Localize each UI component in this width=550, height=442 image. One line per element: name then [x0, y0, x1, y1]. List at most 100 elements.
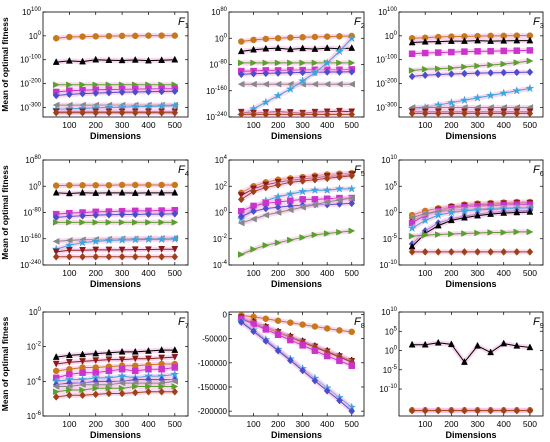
data-point — [513, 341, 521, 349]
data-point — [434, 338, 442, 346]
subplot-2: 100 200 300 400 500 1080 100 10-80 10-160 10-240 F… — [206, 7, 365, 141]
data-point — [311, 59, 319, 67]
data-point — [145, 188, 152, 196]
series-line — [56, 391, 175, 398]
data-point — [91, 236, 101, 246]
data-point — [262, 241, 270, 249]
data-point — [448, 247, 455, 256]
data-point — [500, 68, 508, 77]
data-point — [274, 239, 282, 247]
data-point — [348, 194, 355, 202]
x-axis-label: Dimensions — [271, 131, 322, 141]
y-tick-label: 10100 — [22, 7, 42, 17]
data-point — [92, 108, 100, 117]
data-point — [52, 108, 60, 117]
series-line — [56, 213, 175, 218]
data-point — [448, 109, 455, 117]
data-point — [79, 108, 86, 117]
data-point — [287, 110, 294, 117]
subplot-8: 100 200 300 400 500 0 -50000 -100000 -150000 -200… — [198, 310, 365, 440]
data-point — [145, 210, 152, 219]
data-point — [105, 188, 113, 196]
data-point — [299, 44, 307, 52]
data-point — [500, 109, 508, 117]
data-point — [92, 357, 100, 365]
data-point — [132, 181, 139, 189]
x-tick-label: 300 — [470, 268, 484, 278]
data-point — [487, 229, 495, 236]
data-point — [52, 252, 60, 261]
data-point — [92, 89, 100, 98]
data-point — [500, 247, 508, 256]
series-line — [412, 60, 530, 71]
data-point — [171, 377, 179, 385]
data-point — [461, 213, 468, 221]
data-point — [323, 174, 331, 183]
data-point — [117, 235, 127, 245]
data-point — [171, 218, 179, 226]
data-point — [461, 406, 468, 415]
y-tick-label: -100000 — [198, 359, 228, 368]
series-line — [56, 35, 175, 39]
y-tick-label: 104 — [215, 155, 228, 165]
x-axis-label: Dimensions — [445, 279, 496, 289]
data-point — [487, 61, 495, 69]
data-point — [145, 56, 152, 64]
data-point — [79, 252, 86, 261]
data-point — [118, 252, 126, 261]
data-point — [131, 388, 139, 397]
data-point — [65, 56, 73, 64]
data-point — [132, 32, 139, 40]
series-line — [412, 231, 530, 237]
plot-area — [42, 11, 189, 118]
data-point — [79, 81, 87, 89]
panel-title: F1 — [178, 16, 189, 30]
data-point — [512, 85, 522, 95]
data-point — [421, 49, 429, 57]
x-tick-label: 100 — [62, 120, 76, 130]
y-tick-label: 10-160 — [20, 234, 42, 244]
data-point — [287, 34, 294, 41]
data-point — [250, 45, 257, 53]
series-line — [56, 184, 175, 187]
data-point — [66, 182, 73, 189]
data-point — [92, 189, 100, 196]
data-point — [448, 406, 455, 415]
data-point — [287, 178, 294, 187]
series-line — [411, 207, 530, 229]
data-point — [323, 325, 331, 332]
data-point — [435, 49, 442, 56]
data-point — [348, 171, 356, 180]
data-point — [92, 390, 100, 399]
data-point — [311, 376, 319, 385]
x-tick-label: 400 — [320, 268, 334, 278]
series-line — [241, 175, 352, 200]
data-point — [274, 80, 282, 88]
data-point — [158, 56, 166, 63]
data-point — [118, 218, 126, 226]
data-point — [79, 211, 86, 220]
x-tick-label: 200 — [444, 268, 458, 278]
data-point — [448, 64, 455, 72]
y-tick-label: 10-300 — [376, 102, 398, 112]
data-point — [500, 36, 508, 44]
y-tick-label: 10-5 — [383, 365, 398, 375]
x-tick-label: 300 — [115, 120, 129, 130]
data-point — [408, 340, 416, 348]
x-tick-label: 100 — [246, 419, 260, 429]
data-point — [64, 240, 75, 250]
data-point — [52, 58, 60, 65]
series-line — [412, 342, 530, 363]
data-point — [421, 247, 429, 256]
series-line — [56, 88, 175, 93]
data-point — [323, 386, 331, 395]
data-point — [158, 218, 166, 226]
data-point — [105, 218, 113, 226]
y-tick-label: 10-80 — [23, 208, 41, 218]
data-point — [408, 232, 416, 240]
data-point — [171, 32, 179, 39]
data-point — [171, 246, 179, 253]
data-point — [526, 228, 534, 236]
data-point — [322, 57, 332, 67]
series-line — [56, 349, 175, 358]
